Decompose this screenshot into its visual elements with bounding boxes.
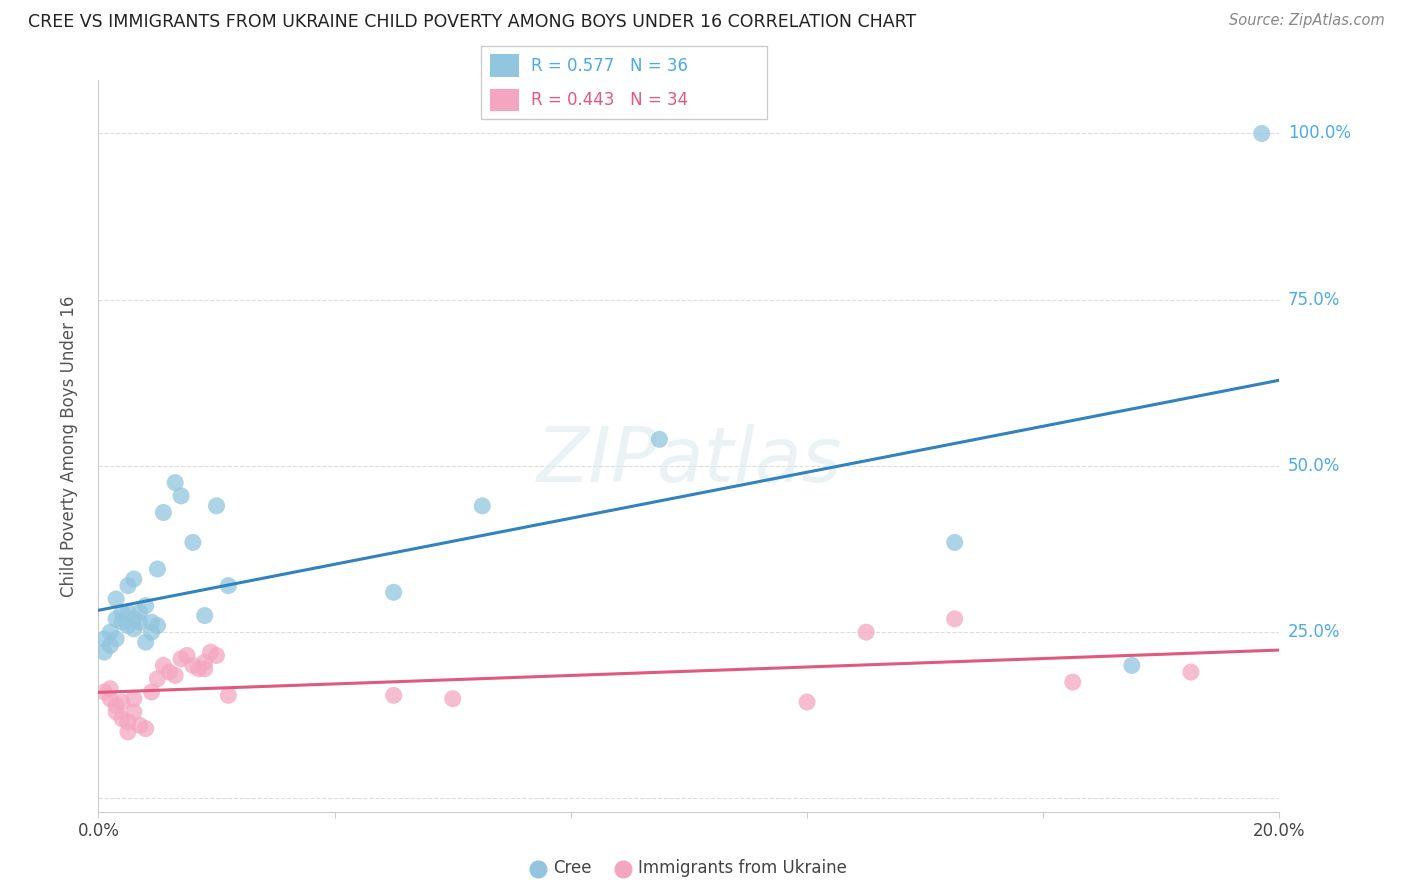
Point xyxy=(1121,658,1143,673)
Point xyxy=(128,615,150,630)
Text: ZIPatlas: ZIPatlas xyxy=(536,424,842,498)
Point xyxy=(165,668,187,682)
Point xyxy=(170,489,193,503)
Text: 75.0%: 75.0% xyxy=(1288,291,1340,309)
Point xyxy=(1062,675,1084,690)
Point xyxy=(943,535,966,549)
Point xyxy=(146,562,169,576)
Point xyxy=(648,433,671,447)
Point xyxy=(111,695,134,709)
Point xyxy=(117,579,139,593)
Point xyxy=(194,662,217,676)
Point xyxy=(128,605,150,619)
Point xyxy=(128,718,150,732)
Point xyxy=(117,605,139,619)
Point xyxy=(943,612,966,626)
Text: R = 0.443   N = 34: R = 0.443 N = 34 xyxy=(531,91,689,109)
Y-axis label: Child Poverty Among Boys Under 16: Child Poverty Among Boys Under 16 xyxy=(59,295,77,597)
Point xyxy=(217,579,239,593)
Point xyxy=(205,499,228,513)
Point xyxy=(122,705,145,719)
Point xyxy=(187,662,209,676)
Point xyxy=(111,615,134,630)
Point xyxy=(122,612,145,626)
Point xyxy=(855,625,877,640)
Point xyxy=(105,591,128,606)
Text: CREE VS IMMIGRANTS FROM UKRAINE CHILD POVERTY AMONG BOYS UNDER 16 CORRELATION CH: CREE VS IMMIGRANTS FROM UKRAINE CHILD PO… xyxy=(28,13,917,31)
Point xyxy=(471,499,494,513)
Point xyxy=(157,665,180,679)
Point xyxy=(1250,127,1272,141)
Point xyxy=(105,698,128,713)
Text: R = 0.577   N = 36: R = 0.577 N = 36 xyxy=(531,57,688,75)
Point xyxy=(796,695,818,709)
Point xyxy=(117,725,139,739)
Legend: Cree, Immigrants from Ukraine: Cree, Immigrants from Ukraine xyxy=(524,853,853,884)
Point xyxy=(205,648,228,663)
Point xyxy=(93,685,115,699)
Point xyxy=(1180,665,1202,679)
Point xyxy=(194,655,217,669)
Bar xyxy=(489,54,519,78)
Point xyxy=(165,475,187,490)
Point xyxy=(141,625,163,640)
Point xyxy=(105,612,128,626)
FancyBboxPatch shape xyxy=(481,46,768,119)
Point xyxy=(117,714,139,729)
Point xyxy=(152,506,174,520)
Point xyxy=(441,691,464,706)
Point xyxy=(176,648,198,663)
Point xyxy=(122,572,145,586)
Point xyxy=(117,618,139,632)
Point xyxy=(135,599,157,613)
Point xyxy=(98,691,121,706)
Point xyxy=(146,672,169,686)
Text: Source: ZipAtlas.com: Source: ZipAtlas.com xyxy=(1229,13,1385,29)
Point xyxy=(181,535,204,549)
Point xyxy=(111,712,134,726)
Point xyxy=(194,608,217,623)
Point xyxy=(98,625,121,640)
Point xyxy=(93,632,115,646)
Point xyxy=(217,689,239,703)
Point xyxy=(382,689,405,703)
Point xyxy=(111,605,134,619)
Point xyxy=(135,635,157,649)
Point xyxy=(141,615,163,630)
Point xyxy=(200,645,222,659)
Bar xyxy=(489,88,519,112)
Point xyxy=(181,658,204,673)
Point xyxy=(105,705,128,719)
Text: 50.0%: 50.0% xyxy=(1288,457,1340,475)
Point xyxy=(170,652,193,666)
Point xyxy=(122,691,145,706)
Point xyxy=(152,658,174,673)
Point xyxy=(141,685,163,699)
Text: 25.0%: 25.0% xyxy=(1288,624,1340,641)
Point xyxy=(122,622,145,636)
Point xyxy=(382,585,405,599)
Point xyxy=(105,632,128,646)
Point xyxy=(146,618,169,632)
Point xyxy=(93,645,115,659)
Point xyxy=(98,639,121,653)
Point xyxy=(135,722,157,736)
Text: 100.0%: 100.0% xyxy=(1288,125,1351,143)
Point xyxy=(98,681,121,696)
